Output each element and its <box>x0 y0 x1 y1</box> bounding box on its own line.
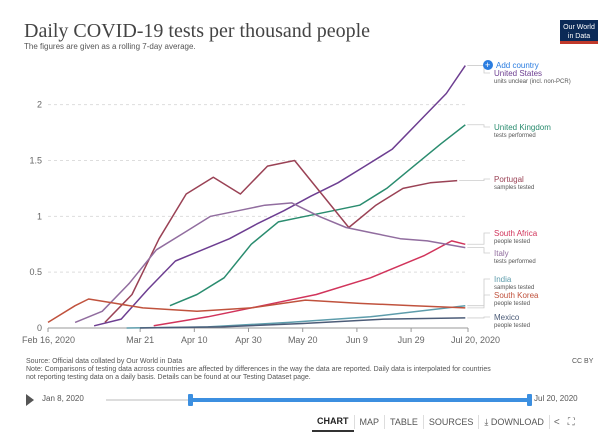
play-icon[interactable] <box>26 394 34 406</box>
divider <box>384 415 386 429</box>
legend-note-india: samples tested <box>494 285 534 291</box>
x-tick-label: Mar 21 <box>126 335 154 345</box>
legend-note-italy: tests performed <box>494 259 536 265</box>
note-line: Note: Comparisons of testing data across… <box>26 366 491 373</box>
divider <box>353 415 355 429</box>
series-line-italy <box>74 202 466 324</box>
timeline-end-date: Jul 20, 2020 <box>534 394 578 403</box>
grid-lines <box>48 104 468 329</box>
logo-line-2: in Data <box>567 33 591 40</box>
legend-note-mexico: people tested <box>494 323 530 329</box>
timeline-start-date: Jan 8, 2020 <box>42 394 84 403</box>
source-line: Source: Official data collated by Our Wo… <box>26 358 183 365</box>
legend-label-united-states: United States <box>494 69 542 78</box>
x-tick-label: Jul 20, 2020 <box>451 335 500 345</box>
y-tick-label: 1 <box>37 211 42 221</box>
x-tick-label: Feb 16, 2020 <box>22 335 75 345</box>
legend-label-italy: Italy <box>494 249 509 258</box>
license-label[interactable]: CC BY <box>572 358 594 365</box>
series-line-south-korea <box>47 298 466 324</box>
legend-note-united-kingdom: tests performed <box>494 133 536 139</box>
timeline: Jan 8, 2020 Jul 20, 2020 <box>26 392 596 408</box>
legend-label-mexico: Mexico <box>494 313 520 322</box>
series-line-india <box>126 304 466 329</box>
timeline-range[interactable] <box>190 398 530 402</box>
divider <box>548 415 550 429</box>
timeline-end-handle[interactable] <box>527 394 532 406</box>
tab-download[interactable]: ⤓ DOWNLOAD <box>479 413 549 432</box>
series-line-portugal <box>104 159 458 323</box>
legend-connector-india <box>467 278 490 307</box>
legend-label-india: India <box>494 275 512 284</box>
y-tick-label: 2 <box>37 100 42 110</box>
legend-connector-united-kingdom <box>467 124 490 128</box>
tab-chart[interactable]: CHART <box>312 412 354 432</box>
fullscreen-icon[interactable]: ⛶ <box>567 416 575 428</box>
legend-label-south-korea: South Korea <box>494 291 539 300</box>
legend-note-portugal: samples tested <box>494 185 534 191</box>
series-lines <box>47 65 466 329</box>
x-tick-label: Jun 29 <box>398 335 425 345</box>
series-line-united-states <box>93 65 466 327</box>
legend-note-south-africa: people tested <box>494 239 530 245</box>
y-tick-label: 0.5 <box>29 267 42 277</box>
divider <box>422 415 424 429</box>
svg-text:Add country: Add country <box>496 61 539 70</box>
legend-label-united-kingdom: United Kingdom <box>494 123 551 132</box>
source-note: Source: Official data collated by Our Wo… <box>26 358 491 382</box>
download-icon: ⤓ <box>484 416 489 427</box>
divider <box>478 415 480 429</box>
x-tick-label: May 20 <box>288 335 318 345</box>
x-tick-label: Apr 30 <box>235 335 262 345</box>
y-tick-label: 0 <box>37 323 42 333</box>
legend-connector-mexico <box>467 316 490 319</box>
share-icon[interactable]: < <box>553 416 560 428</box>
note-line-2: not reporting testing data on a daily ba… <box>26 374 311 381</box>
svg-text:+: + <box>485 60 490 70</box>
series-line-mexico <box>140 317 466 329</box>
x-tick-label: Jun 9 <box>346 335 368 345</box>
x-tick-label: Apr 10 <box>181 335 208 345</box>
x-axis-ticks: Feb 16, 2020 Mar 21 Apr 10 Apr 30 May 20 Jun … <box>22 328 500 345</box>
download-label: DOWNLOAD <box>490 416 544 427</box>
add-country-button[interactable]: + Add country <box>483 60 539 70</box>
y-axis-ticks: 0 0.5 1 1.5 2 <box>29 100 42 333</box>
legend-connector-italy <box>467 247 490 254</box>
legend-label-south-africa: South Africa <box>494 229 538 238</box>
chart-title: Daily COVID-19 tests per thousand people <box>24 20 371 42</box>
logo-line-1: Our World <box>563 24 595 31</box>
timeline-start-handle[interactable] <box>188 394 193 406</box>
y-tick-label: 1.5 <box>29 156 42 166</box>
tab-table[interactable]: TABLE <box>390 417 418 427</box>
legend-connector-united-states <box>467 65 490 74</box>
series-line-united-kingdom <box>169 124 466 307</box>
legend-connector-portugal <box>459 178 490 182</box>
tab-sources[interactable]: SOURCES <box>428 417 474 427</box>
legend-connector-south-africa <box>467 232 490 245</box>
series-line-south-africa <box>153 240 466 327</box>
legend-note-united-states: units unclear (incl. non-PCR) <box>494 79 571 85</box>
legend-note-south-korea: people tested <box>494 301 530 307</box>
legend-connector-south-korea <box>467 294 490 309</box>
tab-map[interactable]: MAP <box>359 417 380 427</box>
chart-subtitle: The figures are given as a rolling 7-day… <box>24 42 196 51</box>
our-world-in-data-logo[interactable]: Our World in Data <box>560 20 598 44</box>
chart-toolbar: CHART MAP TABLE SOURCES ⤓ DOWNLOAD < ⛶ <box>312 412 579 432</box>
legend-label-portugal: Portugal <box>494 175 524 184</box>
